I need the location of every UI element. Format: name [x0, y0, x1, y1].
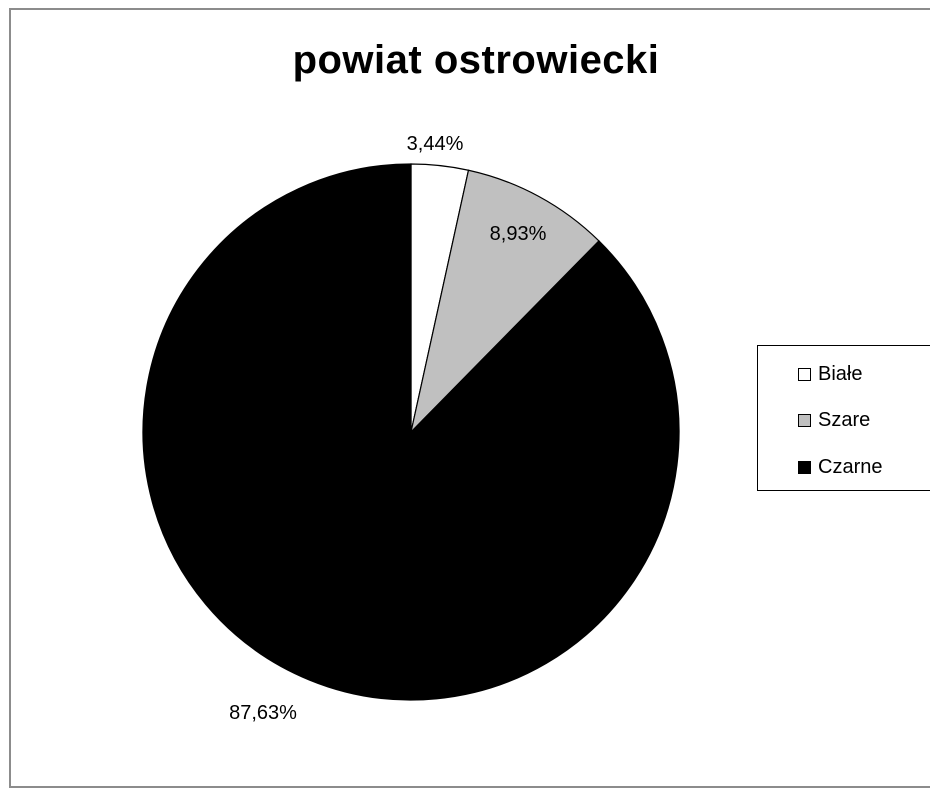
pie-slice-1: [409, 169, 600, 434]
legend-swatch-szare: [798, 413, 811, 427]
chart-title: powiat ostrowiecki: [292, 38, 660, 82]
legend-swatch-czarne: [798, 460, 811, 474]
pie-data-label-0: 3,44%: [407, 133, 464, 155]
legend-label-szare: Szare: [818, 408, 871, 431]
legend-label-czarne: Czarne: [818, 455, 883, 478]
legend-swatch-biale: [798, 367, 811, 381]
legend-item-czarne: Czarne: [798, 455, 882, 479]
pie-slice-2: [142, 163, 680, 701]
legend-label-biale: Białe: [818, 362, 863, 385]
legend-item-biale: Białe: [798, 362, 862, 386]
pie-chart: 3,44% 8,93% 87,63%: [142, 133, 680, 724]
legend-item-szare: Szare: [798, 408, 870, 432]
legend: Białe Szare Czarne: [757, 345, 930, 491]
pie-data-label-1: 8,93%: [490, 223, 547, 245]
pie-data-label-2: 87,63%: [229, 702, 297, 724]
